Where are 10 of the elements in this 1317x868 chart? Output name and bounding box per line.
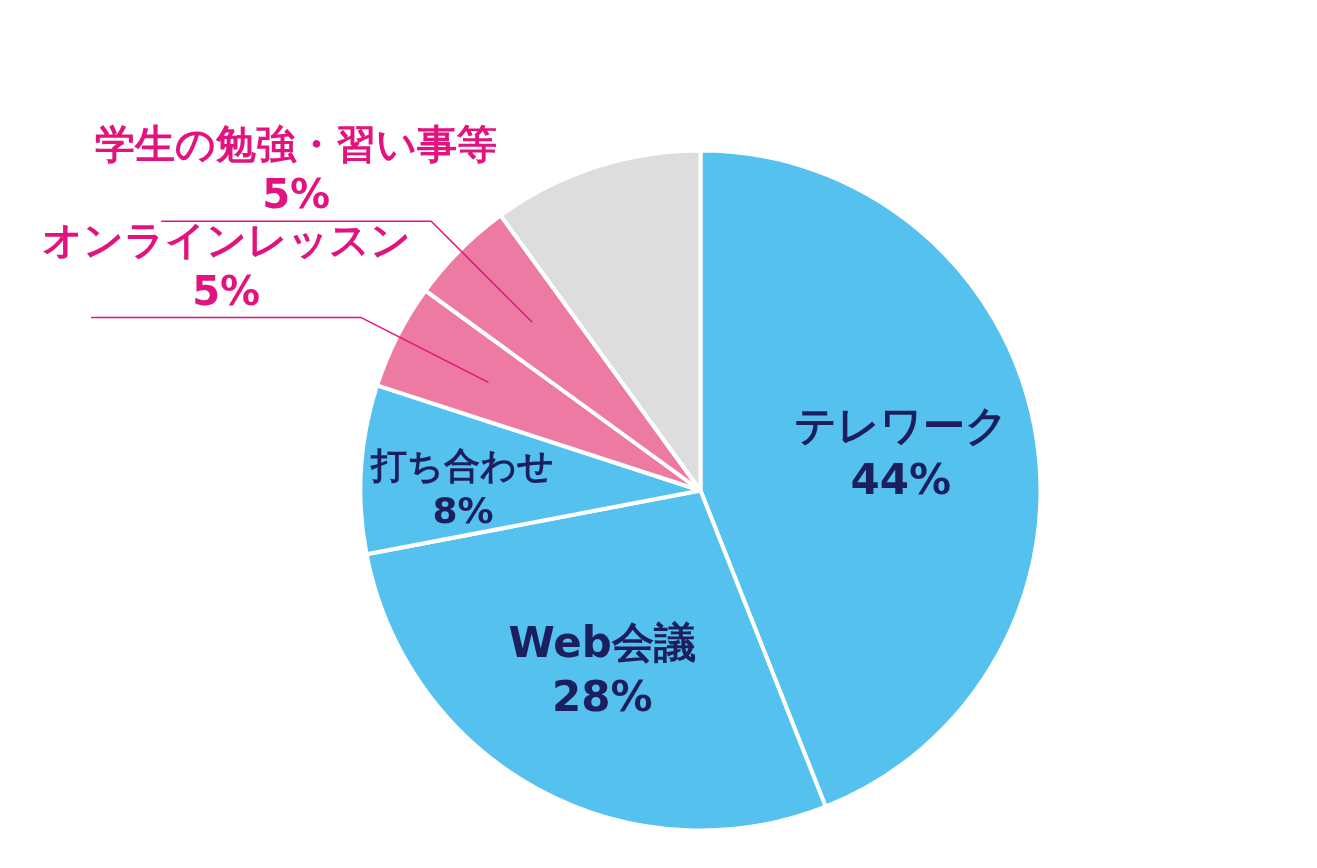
slice-label: テレワーク <box>793 400 1008 450</box>
data-label: 8% <box>432 489 494 531</box>
data-label: 5% <box>192 267 261 314</box>
slice-label: オンラインレッスン <box>41 217 411 264</box>
data-label: 28% <box>551 671 653 721</box>
data-label: 44% <box>850 454 952 504</box>
slice-label: 打ち合わせ <box>369 444 555 486</box>
slice-label: Web会議 <box>508 617 696 667</box>
data-label: 5% <box>262 171 331 218</box>
slice-label: 学生の勉強・習い事等 <box>95 120 498 167</box>
